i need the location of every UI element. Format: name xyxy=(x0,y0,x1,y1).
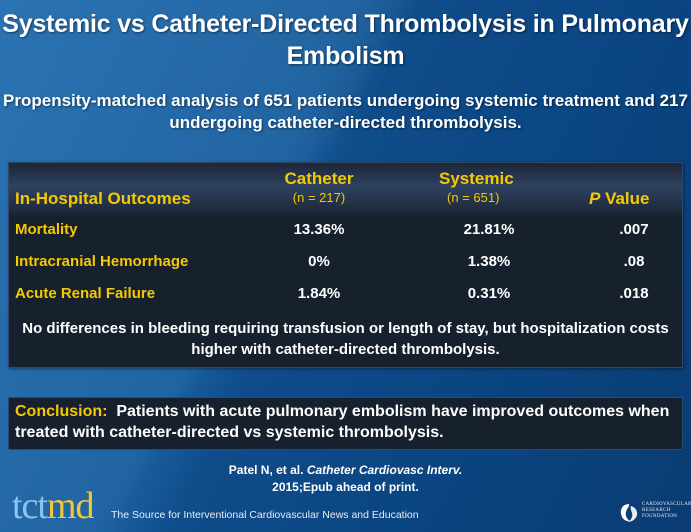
cell-systemic: 21.81% xyxy=(463,221,515,238)
table-row: Acute Renal Failure 1.84% 0.31% .018 xyxy=(9,285,682,315)
cell-systemic: 1.38% xyxy=(467,253,511,270)
header-systemic-label: Systemic xyxy=(439,169,514,188)
slide-subtitle: Propensity-matched analysis of 651 patie… xyxy=(3,91,688,132)
header-systemic-n: (n = 651) xyxy=(447,190,500,205)
cell-catheter: 0% xyxy=(308,253,330,270)
citation-journal: Catheter Cardiovasc Interv. xyxy=(306,463,463,477)
tagline: The Source for Interventional Cardiovasc… xyxy=(111,509,419,521)
header-p-value: P Value xyxy=(589,189,649,209)
cell-outcome: Mortality xyxy=(15,221,78,238)
cell-systemic: 0.31% xyxy=(467,285,511,302)
cell-outcome: Intracranial Hemorrhage xyxy=(15,253,189,270)
cell-outcome: Acute Renal Failure xyxy=(15,285,156,302)
cell-p-value: .08 xyxy=(623,253,645,270)
cell-p-value: .007 xyxy=(619,221,649,238)
cell-catheter: 1.84% xyxy=(297,285,341,302)
header-catheter-n: (n = 217) xyxy=(292,190,346,205)
citation-authors: Patel N, et al. xyxy=(228,463,304,477)
crf-swirl-icon xyxy=(620,504,638,522)
conclusion-label: Conclusion: xyxy=(15,403,108,420)
header-p-rest: Value xyxy=(600,189,650,208)
citation: Patel N, et al. Catheter Cardiovasc Inte… xyxy=(0,462,691,496)
conclusion-text: Patients with acute pulmonary embolism h… xyxy=(15,403,670,441)
slide-title: Systemic vs Catheter-Directed Thrombolys… xyxy=(2,10,689,70)
header-catheter: Catheter (n = 217) xyxy=(259,169,379,207)
cell-catheter: 13.36% xyxy=(293,221,345,238)
header-catheter-label: Catheter xyxy=(284,169,354,188)
tctmd-logo: tctmd xyxy=(12,485,95,527)
cell-p-value: .018 xyxy=(619,285,649,302)
header-systemic: Systemic (n = 651) xyxy=(439,169,539,207)
crf-text: CARDIOVASCULAR RESEARCH FOUNDATION xyxy=(642,502,691,519)
citation-details: 2015;Epub ahead of print. xyxy=(272,480,419,494)
table-header: In-Hospital Outcomes Catheter (n = 217) … xyxy=(9,163,682,215)
header-p-italic: P xyxy=(589,189,601,208)
table-note: No differences in bleeding requiring tra… xyxy=(22,320,669,358)
header-outcomes: In-Hospital Outcomes xyxy=(15,189,191,208)
table-row: Mortality 13.36% 21.81% .007 xyxy=(9,221,682,251)
crf-logo: CARDIOVASCULAR RESEARCH FOUNDATION xyxy=(618,500,691,528)
conclusion-box: Conclusion: Patients with acute pulmonar… xyxy=(8,397,683,450)
outcomes-table: In-Hospital Outcomes Catheter (n = 217) … xyxy=(8,162,683,368)
table-row: Intracranial Hemorrhage 0% 1.38% .08 xyxy=(9,253,682,283)
